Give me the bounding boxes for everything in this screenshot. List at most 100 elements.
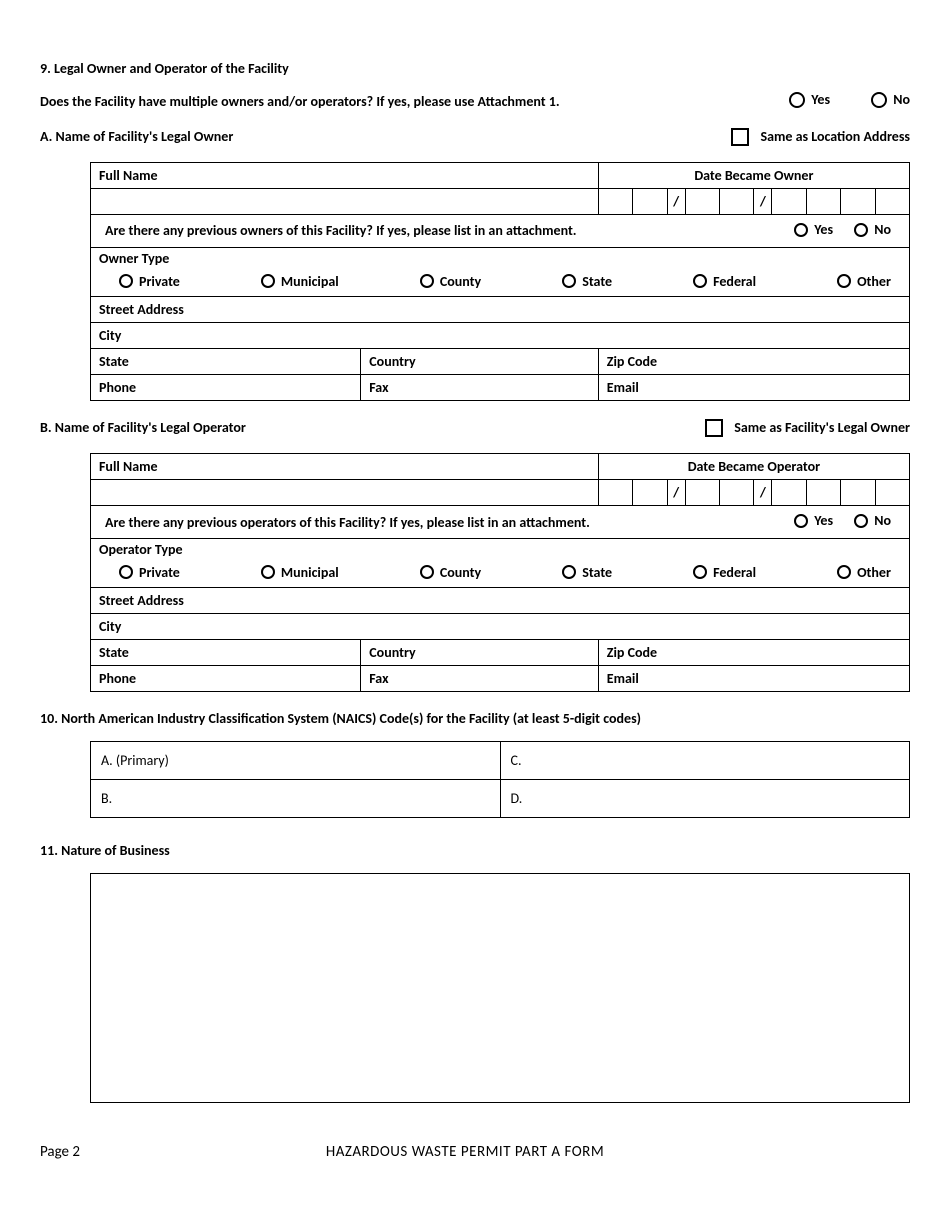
multi-owner-question: Does the Facility have multiple owners a… [40,93,560,110]
owner-prev-no-label: No [874,221,891,238]
multi-yes-option[interactable]: Yes [789,91,830,108]
owner-type-other[interactable]: Other [837,273,891,290]
type-label: State [582,273,612,290]
multi-owner-options: Yes No [789,91,910,112]
operator-type-label: Operator Type [99,541,901,558]
owner-type-label: Owner Type [99,250,901,267]
type-label: Federal [713,273,756,290]
owner-country-label[interactable]: Country [361,348,599,374]
owner-prev-question: Are there any previous owners of this Fa… [105,222,577,239]
owner-table: Full Name Date Became Owner / / Are ther… [90,162,910,401]
naics-b[interactable]: B. [91,779,501,817]
owner-type-state[interactable]: State [562,273,612,290]
operator-country-label[interactable]: Country [361,639,599,665]
operator-prev-question: Are there any previous operators of this… [105,514,590,531]
operator-email-label[interactable]: Email [598,665,909,691]
owner-prev-yes[interactable]: Yes [794,221,833,238]
radio-icon [693,565,707,579]
operator-date-input[interactable]: / / [598,480,909,506]
same-as-owner-label: Same as Facility's Legal Owner [734,419,910,436]
operator-full-name-input[interactable] [91,480,599,506]
radio-icon [837,274,851,288]
operator-prev-yes[interactable]: Yes [794,512,833,529]
radio-icon [854,514,868,528]
part-b-heading-row: B. Name of Facility's Legal Operator Sam… [40,419,910,438]
operator-type-federal[interactable]: Federal [693,564,756,581]
type-label: Private [139,564,180,581]
owner-type-federal[interactable]: Federal [693,273,756,290]
radio-icon [119,565,133,579]
operator-table: Full Name Date Became Operator / / Are t… [90,453,910,692]
radio-icon [794,223,808,237]
radio-icon [420,565,434,579]
type-label: Private [139,273,180,290]
operator-city-label[interactable]: City [91,613,910,639]
owner-date-became-label: Date Became Owner [598,163,909,189]
operator-state-label[interactable]: State [91,639,361,665]
radio-icon [871,92,887,108]
part-a-heading-row: A. Name of Facility's Legal Owner Same a… [40,128,910,147]
operator-date-became-label: Date Became Operator [598,454,909,480]
owner-zip-label[interactable]: Zip Code [598,348,909,374]
operator-street-label[interactable]: Street Address [91,587,910,613]
naics-a[interactable]: A. (Primary) [91,741,501,779]
owner-email-label[interactable]: Email [598,374,909,400]
multi-owner-row: Does the Facility have multiple owners a… [40,91,910,112]
type-label: Other [857,564,891,581]
naics-c[interactable]: C. [500,741,910,779]
radio-icon [261,274,275,288]
operator-phone-label[interactable]: Phone [91,665,361,691]
owner-type-municipal[interactable]: Municipal [261,273,339,290]
same-as-owner-option[interactable]: Same as Facility's Legal Owner [705,419,910,438]
type-label: County [440,564,481,581]
operator-type-county[interactable]: County [420,564,481,581]
type-label: Other [857,273,891,290]
owner-fax-label[interactable]: Fax [361,374,599,400]
type-label: Federal [713,564,756,581]
multi-no-label: No [893,91,910,108]
owner-city-label[interactable]: City [91,322,910,348]
part-b-title: B. Name of Facility's Legal Operator [40,419,246,436]
section-10-title: 10. North American Industry Classificati… [40,710,910,727]
checkbox-icon [731,128,749,146]
owner-full-name-label: Full Name [91,163,599,189]
radio-icon [119,274,133,288]
owner-street-label[interactable]: Street Address [91,296,910,322]
page-footer: Page 2 HAZARDOUS WASTE PERMIT PART A FOR… [40,1143,910,1161]
type-label: Municipal [281,273,339,290]
same-as-location-option[interactable]: Same as Location Address [731,128,910,147]
owner-date-input[interactable]: / / [598,189,909,215]
operator-fax-label[interactable]: Fax [361,665,599,691]
operator-type-municipal[interactable]: Municipal [261,564,339,581]
owner-prev-no[interactable]: No [854,221,891,238]
operator-zip-label[interactable]: Zip Code [598,639,909,665]
multi-no-option[interactable]: No [871,91,910,108]
naics-d[interactable]: D. [500,779,910,817]
operator-full-name-label: Full Name [91,454,599,480]
type-label: Municipal [281,564,339,581]
owner-state-label[interactable]: State [91,348,361,374]
radio-icon [420,274,434,288]
radio-icon [854,223,868,237]
operator-type-private[interactable]: Private [119,564,180,581]
owner-type-private[interactable]: Private [119,273,180,290]
owner-prev-yes-label: Yes [814,221,833,238]
naics-table: A. (Primary) C. B. D. [90,741,910,818]
owner-phone-label[interactable]: Phone [91,374,361,400]
operator-type-other[interactable]: Other [837,564,891,581]
multi-yes-label: Yes [811,91,830,108]
radio-icon [693,274,707,288]
section-11-title: 11. Nature of Business [40,842,910,859]
operator-prev-no[interactable]: No [854,512,891,529]
part-a-title: A. Name of Facility's Legal Owner [40,128,233,145]
type-label: State [582,564,612,581]
nature-of-business-input[interactable] [90,873,910,1103]
radio-icon [837,565,851,579]
owner-type-county[interactable]: County [420,273,481,290]
radio-icon [261,565,275,579]
page-number: Page 2 [40,1143,80,1161]
owner-full-name-input[interactable] [91,189,599,215]
form-title: HAZARDOUS WASTE PERMIT PART A FORM [80,1143,850,1161]
same-as-location-label: Same as Location Address [760,128,910,145]
operator-type-state[interactable]: State [562,564,612,581]
